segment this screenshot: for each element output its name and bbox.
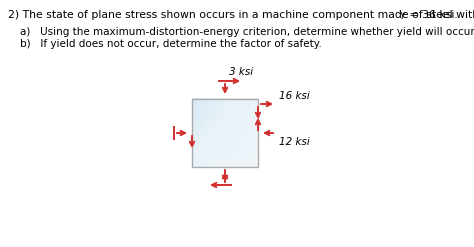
Text: b)   If yield does not occur, determine the factor of safety.: b) If yield does not occur, determine th… (20, 39, 322, 49)
Text: a)   Using the maximum-distortion-energy criterion, determine whether yield will: a) Using the maximum-distortion-energy c… (20, 27, 474, 37)
Bar (192, 99, 258, 167)
Text: 2) The state of plane stress shown occurs in a machine component made of steel w: 2) The state of plane stress shown occur… (8, 10, 474, 20)
Text: Y: Y (399, 12, 404, 21)
Text: 12 ksi: 12 ksi (279, 137, 310, 147)
Text: 3 ksi: 3 ksi (229, 67, 253, 77)
Text: = 36 ksi.: = 36 ksi. (406, 10, 458, 20)
Text: 16 ksi: 16 ksi (279, 91, 310, 101)
